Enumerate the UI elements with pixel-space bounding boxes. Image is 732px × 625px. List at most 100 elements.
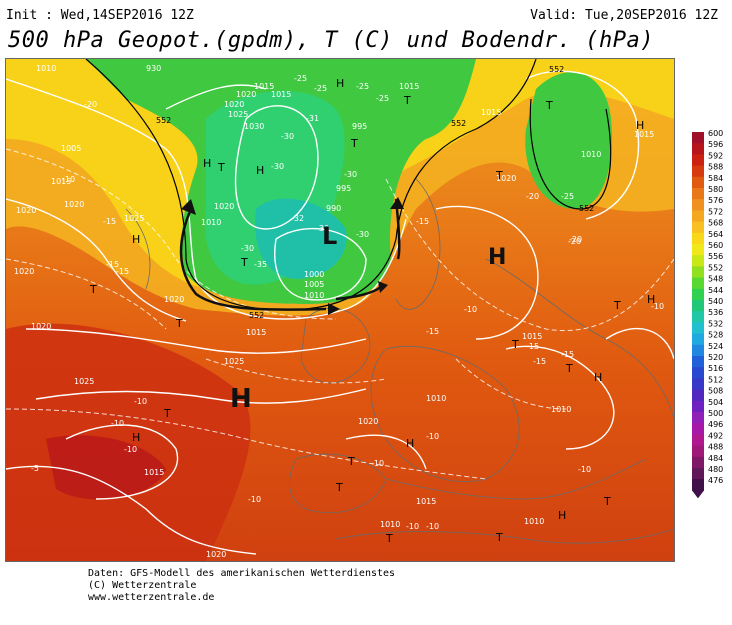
weather-map: 1010 930 1005 1015 1020 1025 1030 1015 1… xyxy=(5,58,675,562)
legend-swatch xyxy=(692,400,704,413)
temperature-label: -15 xyxy=(116,267,129,276)
legend-swatch xyxy=(692,322,704,335)
legend-swatch xyxy=(692,445,704,458)
temperature-label: -30 xyxy=(271,162,284,171)
temperature-label: -30 xyxy=(344,170,357,179)
temperature-label: -20 xyxy=(568,237,581,246)
pressure-label: 1015 xyxy=(399,82,419,91)
temperature-label: -15 xyxy=(103,217,116,226)
legend-swatch xyxy=(692,434,704,447)
legend-swatch xyxy=(692,378,704,391)
legend-label: 524 xyxy=(708,342,723,351)
legend-swatch xyxy=(692,255,704,267)
pressure-label: 1025 xyxy=(124,214,144,223)
legend-swatch xyxy=(692,456,704,469)
color-scale-legend: 600 596 592 588 584 580 576 572 568 564 560 556 552 5… xyxy=(688,128,728,499)
pressure-label: 990 xyxy=(326,204,341,213)
temperature-label: -30 xyxy=(316,224,329,233)
legend-swatch xyxy=(692,143,704,155)
legend-swatch xyxy=(692,232,704,245)
trough-symbol: T xyxy=(175,317,183,330)
trough-symbol: T xyxy=(495,531,503,544)
pressure-label: 1020 xyxy=(14,267,34,276)
legend-swatch xyxy=(692,221,704,234)
temperature-label: -25 xyxy=(376,94,389,103)
legend-label: 592 xyxy=(708,151,723,160)
trough-symbol: T xyxy=(335,481,343,494)
legend-label: 536 xyxy=(708,308,723,317)
legend-swatch xyxy=(692,479,704,491)
trough-symbol: T xyxy=(89,283,97,296)
pressure-label: 1010 xyxy=(36,64,56,73)
temperature-label: -20 xyxy=(84,100,97,109)
high-pressure-center: H xyxy=(230,384,252,414)
pressure-label: 1010 xyxy=(426,394,446,403)
legend-label: 496 xyxy=(708,420,723,429)
pressure-label: 930 xyxy=(146,64,161,73)
temperature-label: -25 xyxy=(314,84,327,93)
legend-swatch xyxy=(692,412,704,424)
cutoff-east-green xyxy=(525,72,612,209)
pressure-label: 1015 xyxy=(481,108,501,117)
legend-label: 488 xyxy=(708,443,723,452)
legend-label: 576 xyxy=(708,196,723,205)
legend-label: 532 xyxy=(708,319,723,328)
temperature-label: -15 xyxy=(533,357,546,366)
high-symbol: H xyxy=(203,157,211,170)
chart-title: 500 hPa Geopot.(gpdm), T (C) und Bodendr… xyxy=(8,28,655,53)
pressure-label: 1015 xyxy=(144,468,164,477)
pressure-labels: 1010 930 1005 1015 1020 1025 1030 1015 1… xyxy=(14,64,654,559)
warm-region-southwest xyxy=(6,323,251,561)
legend-label: 584 xyxy=(708,174,723,183)
legend-label: 556 xyxy=(708,252,723,261)
temperature-label: -10 xyxy=(111,419,124,428)
temperature-label: -10 xyxy=(62,175,75,184)
legend-swatch xyxy=(692,468,704,480)
pressure-label: 1020 xyxy=(358,417,378,426)
legend-swatch xyxy=(692,389,704,402)
height-label: 552 xyxy=(249,311,264,320)
trough-symbol: T xyxy=(385,532,393,545)
temperature-label: -32 xyxy=(291,214,304,223)
temperature-label: -15 xyxy=(526,342,539,351)
legend-label: 520 xyxy=(708,353,723,362)
pressure-label: 1015 xyxy=(246,328,266,337)
trough-symbol: T xyxy=(163,407,171,420)
legend-swatch xyxy=(692,423,704,435)
legend-swatch xyxy=(692,188,704,200)
temperature-labels: -20 -25 -30 -31 -32 -30 -30 -25 -25 -30 … xyxy=(31,74,664,531)
pressure-label: 1020 xyxy=(224,100,244,109)
temperature-label: -25 xyxy=(356,82,369,91)
pressure-label: 1020 xyxy=(16,206,36,215)
color-scale-bar: 600 596 592 588 584 580 576 572 568 564 560 556 552 5… xyxy=(692,129,723,499)
legend-label: 572 xyxy=(708,207,723,216)
temperature-label: -10 xyxy=(371,459,384,468)
pressure-label: 1030 xyxy=(244,122,264,131)
legend-label: 596 xyxy=(708,140,723,149)
high-symbol: H xyxy=(336,77,344,90)
legend-swatch xyxy=(692,266,704,279)
low-pressure-center: L xyxy=(322,222,337,250)
pressure-label: 1005 xyxy=(61,144,81,153)
height-contour-552 xyxy=(85,59,537,311)
trough-symbol: T xyxy=(240,256,248,269)
temperature-label: -10 xyxy=(651,302,664,311)
temperature-label: -25 xyxy=(561,192,574,201)
trough-symbol: T xyxy=(403,94,411,107)
legend-label: 568 xyxy=(708,219,723,228)
pressure-label: 1020 xyxy=(236,90,256,99)
legend-label: 512 xyxy=(708,375,723,384)
legend-label: 560 xyxy=(708,241,723,250)
map-canvas: 1010 930 1005 1015 1020 1025 1030 1015 1… xyxy=(6,59,674,561)
pressure-label: 1010 xyxy=(380,520,400,529)
warm-core-southwest xyxy=(46,435,166,500)
temperature-label: -15 xyxy=(106,260,119,269)
legend-swatch xyxy=(692,199,704,211)
pressure-label: 1015 xyxy=(254,82,274,91)
legend-swatch xyxy=(692,165,704,178)
height-label: 552 xyxy=(156,116,171,125)
high-symbol: H xyxy=(132,431,140,444)
high-symbol: H xyxy=(558,509,566,522)
legend-label: 544 xyxy=(708,286,723,295)
pressure-label: 1020 xyxy=(214,202,234,211)
